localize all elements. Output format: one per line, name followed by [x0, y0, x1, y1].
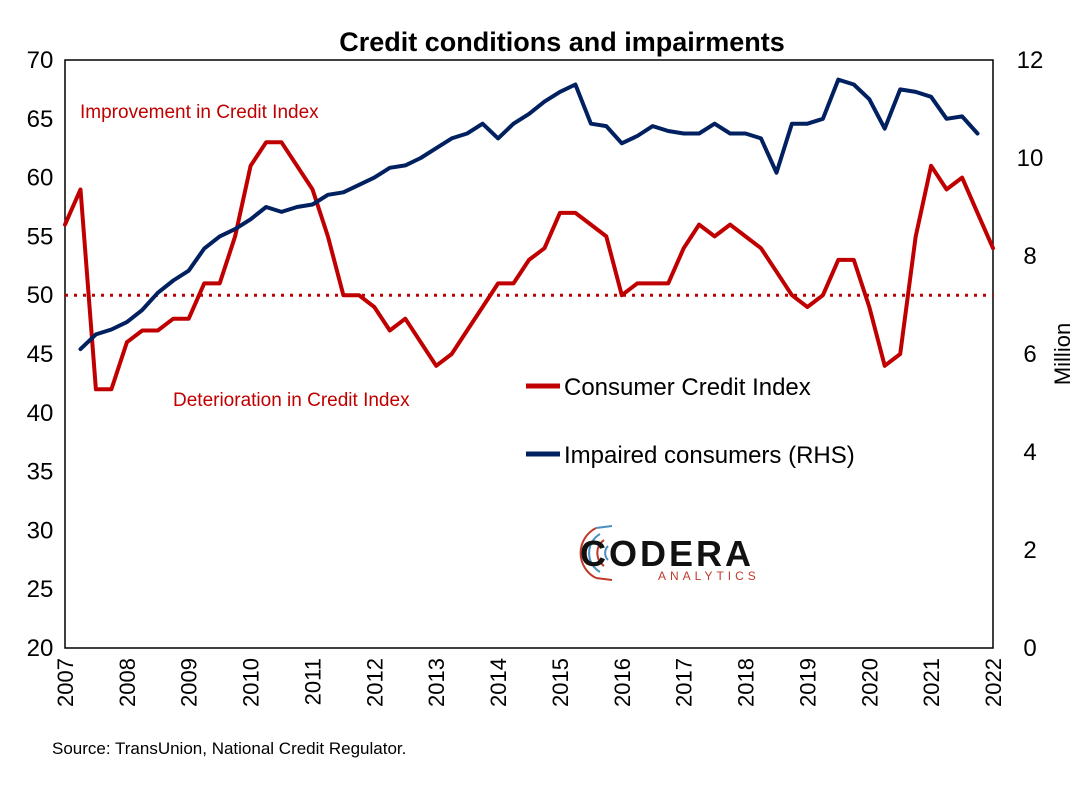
y-left-tick-label: 65 [27, 106, 54, 133]
logo-subtitle: ANALYTICS [658, 569, 760, 583]
series-line-credit-index [63, 140, 995, 392]
annotation-deterioration: Deterioration in Credit Index [173, 390, 410, 411]
legend: Consumer Credit Index Impaired consumers… [526, 374, 855, 469]
annotation-improvement: Improvement in Credit Index [80, 102, 319, 123]
x-tick-label: 2007 [53, 658, 78, 707]
y-right-tick-label: 8 [1023, 243, 1036, 270]
x-tick-label: 2012 [362, 658, 387, 707]
y-right-tick-label: 4 [1023, 439, 1036, 466]
x-tick-label: 2017 [672, 658, 697, 707]
logo-mark-icon [579, 525, 613, 581]
x-tick-label: 2015 [548, 658, 573, 707]
y-axis-right-label: Million [1050, 323, 1075, 385]
y-left-tick-label: 55 [27, 223, 54, 250]
y-left-tick-label: 35 [27, 459, 54, 486]
y-left-tick-label: 60 [27, 165, 54, 192]
x-tick-label: 2019 [795, 658, 820, 707]
source-note: Source: TransUnion, National Credit Regu… [52, 739, 406, 758]
x-tick-label: 2020 [857, 658, 882, 707]
legend-label-credit-index: Consumer Credit Index [564, 374, 811, 401]
axes: 20 25 30 35 40 45 50 55 60 65 70 0 2 4 6 8 10 12 2007 2008 2… [27, 47, 1044, 707]
y-left-tick-label: 70 [27, 47, 54, 74]
x-tick-label: 2014 [486, 658, 511, 707]
y-right-tick-label: 10 [1017, 145, 1044, 172]
x-tick-label: 2018 [734, 658, 759, 707]
x-tick-label: 2008 [115, 658, 140, 707]
y-right-tick-label: 2 [1023, 537, 1036, 564]
series-line-impaired-consumers [78, 77, 980, 352]
logo-name: CODERA [580, 533, 754, 574]
y-right-tick-label: 12 [1017, 47, 1044, 74]
y-left-tick-label: 40 [27, 400, 54, 427]
y-left-tick-label: 50 [27, 282, 54, 309]
y-left-tick-label: 45 [27, 341, 54, 368]
x-tick-label: 2009 [177, 658, 202, 707]
chart-title: Credit conditions and impairments [339, 27, 785, 57]
y-right-tick-label: 0 [1023, 635, 1036, 662]
y-left-tick-label: 20 [27, 635, 54, 662]
x-tick-label: 2010 [239, 658, 264, 707]
codera-logo: CODERA ANALYTICS [579, 525, 760, 583]
x-tick-label: 2011 [300, 658, 325, 705]
series-group [63, 77, 995, 392]
y-right-tick-label: 6 [1023, 341, 1036, 368]
y-left-tick-label: 30 [27, 517, 54, 544]
x-tick-label: 2016 [610, 658, 635, 707]
plot-frame [64, 59, 994, 649]
x-tick-label: 2013 [424, 658, 449, 707]
x-tick-label: 2022 [981, 658, 1006, 707]
x-tick-label: 2021 [919, 658, 944, 707]
legend-label-impaired: Impaired consumers (RHS) [564, 442, 855, 469]
y-left-tick-label: 25 [27, 576, 54, 603]
